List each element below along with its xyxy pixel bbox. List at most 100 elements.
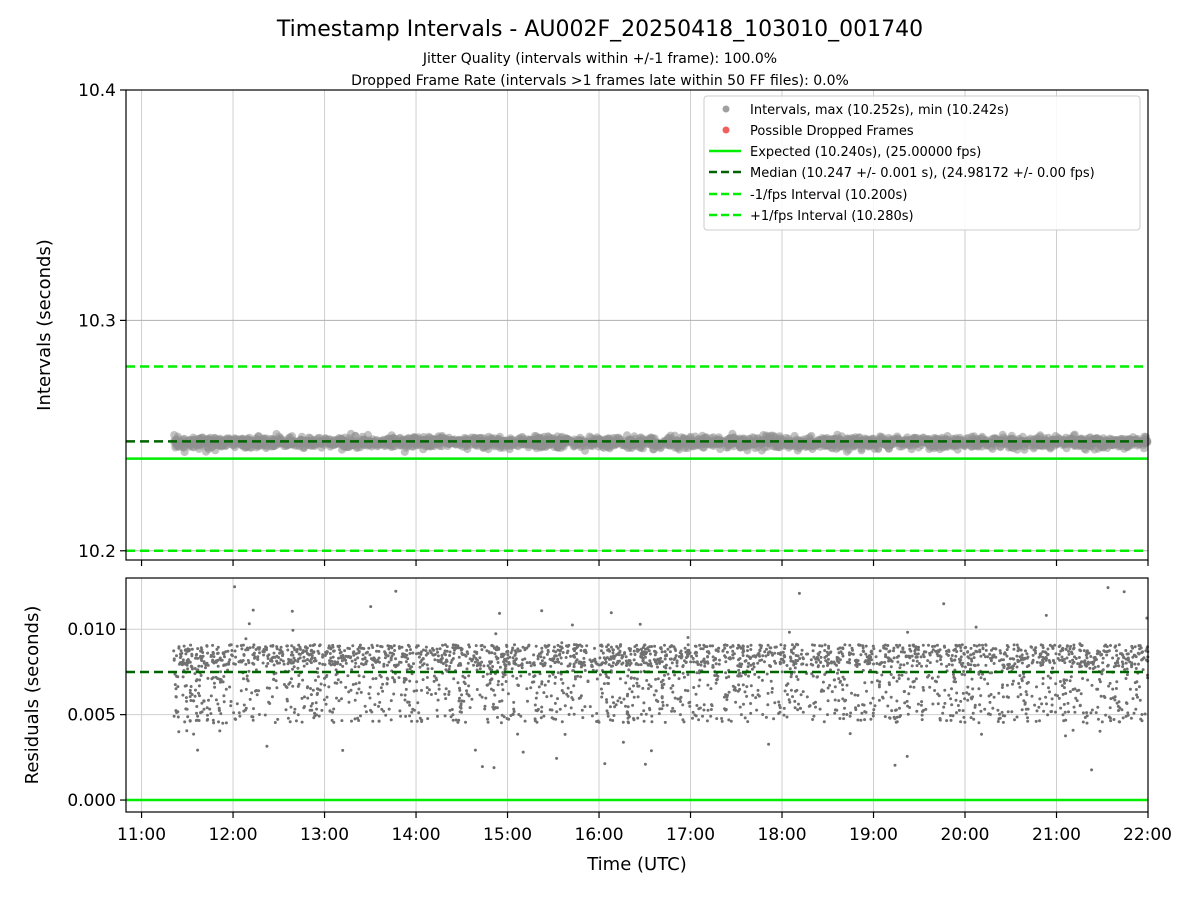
intervals-ytick-label: 10.3 [78,311,116,331]
residual-point [632,676,636,680]
residual-point [795,675,799,679]
residual-point [176,675,180,679]
residual-point [347,690,351,694]
residual-point [308,644,312,648]
residual-point [689,660,693,664]
residual-point [293,707,297,711]
residual-point [936,649,940,653]
residual-point [290,609,294,613]
residual-point [966,650,970,654]
residual-point [535,691,539,695]
residual-point [393,680,397,684]
residual-point [1065,656,1069,660]
residual-point [788,667,792,671]
residual-point [197,664,201,668]
residual-point [602,682,606,686]
residual-point [1139,717,1143,721]
residual-point [485,683,489,687]
residual-point [193,672,197,676]
residual-point [920,700,924,704]
interval-point [1011,438,1020,447]
residual-point [539,716,543,720]
residual-point [686,643,690,647]
residual-point [705,660,709,664]
residual-point [644,712,648,716]
residual-point [909,685,912,689]
residual-point [393,649,397,652]
residual-point [1138,698,1142,702]
residual-point [608,705,612,709]
interval-point [649,445,658,454]
residual-point [863,681,867,685]
residual-point [668,650,672,654]
residual-point [643,655,647,659]
residual-point [984,663,988,667]
residual-point [1015,715,1019,719]
residual-point [756,693,760,697]
residual-point [629,647,632,651]
residual-point [692,660,696,664]
residual-point [369,708,372,712]
residual-point [1085,711,1089,715]
residual-point [225,662,229,666]
residual-point [1096,687,1100,691]
residual-point [992,662,996,665]
residual-point [452,651,456,655]
residual-point [233,585,237,589]
residual-point [443,692,447,696]
interval-point [438,431,447,440]
residual-point [244,662,248,666]
residual-point [513,643,516,647]
residual-point [206,717,210,721]
residual-point [494,655,498,659]
residual-point [463,682,467,686]
residual-point [692,686,696,689]
residual-point [920,713,924,717]
residual-point [362,675,366,679]
residual-point [893,763,897,767]
residual-point [746,649,749,653]
residual-point [865,689,868,693]
residual-point [673,709,676,713]
residual-point [313,643,316,647]
residual-point [465,689,469,693]
residual-point [340,719,344,723]
residual-point [357,674,361,678]
residual-point [207,698,210,702]
residual-point [1134,688,1138,691]
residual-point [899,663,903,667]
residual-point [897,677,901,680]
residual-point [877,685,881,689]
residual-point [408,667,412,671]
residual-point [906,677,910,681]
residual-point [979,709,983,713]
residual-point [414,645,418,649]
residual-point [1070,652,1074,656]
residual-point [882,665,886,668]
residual-point [786,693,789,696]
residual-point [1073,655,1076,659]
residual-point [917,662,921,665]
legend-label-expected: Expected (10.240s), (25.00000 fps) [750,145,981,160]
residual-point [1050,697,1054,701]
interval-point [781,433,790,442]
residual-point [563,732,567,736]
residual-point [353,698,357,702]
residual-point [301,678,305,682]
residual-point [268,702,272,705]
intervals-points [170,429,1152,457]
residual-point [598,673,602,677]
residual-point [222,675,226,678]
residual-point [1037,655,1041,659]
residual-point [561,681,565,685]
residual-point [205,644,209,648]
residual-point [188,688,192,692]
residual-point [378,700,382,704]
residual-point [1024,649,1027,653]
residual-point [354,661,358,665]
residual-point [595,712,599,715]
residual-point [1006,710,1010,714]
residual-point [697,684,701,688]
residual-point [737,683,741,687]
residual-point [1062,678,1066,682]
